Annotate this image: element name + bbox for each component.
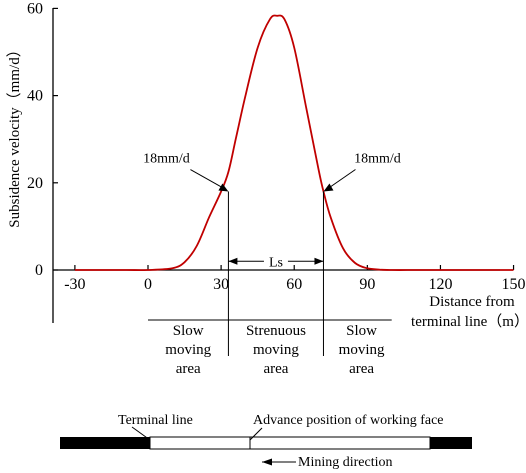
y-tick-label-40: 40 [27, 88, 43, 105]
terminal-line-pointer [131, 426, 151, 441]
y-axis-label: Subsidence velocity（mm/d） [6, 42, 23, 227]
x-tick-label-120: 120 [428, 276, 452, 293]
ls-label-background [263, 252, 288, 269]
coal-right-block [430, 437, 472, 449]
zone-0-label-line-2: area [176, 361, 201, 377]
zones: Slow moving area Strenuous moving area Slow mov… [148, 319, 392, 377]
x-axis-label-line-2: terminal line（m） [411, 313, 526, 330]
subsidence-velocity-curve [74, 14, 514, 272]
zone-1-label-line-2: area [263, 361, 288, 377]
mining-direction-label: Mining direction [298, 455, 393, 470]
goaf-region [149, 436, 251, 450]
x-tick-label--30: -30 [64, 276, 85, 293]
zone-0-label-line-1: moving [165, 342, 211, 358]
x-tick-label-90: 90 [359, 276, 375, 293]
working-region [249, 436, 431, 450]
zone-1-label-line-0: Strenuous [246, 323, 306, 339]
zone-2-label-line-0: Slow [346, 323, 377, 339]
advance-position-pointer [249, 427, 263, 441]
zone-2-label-line-2: area [349, 361, 374, 377]
zone-1-label-line-1: moving [253, 342, 299, 358]
y-tick-label-60: 60 [27, 0, 43, 17]
x-tick-label-150: 150 [502, 276, 526, 293]
left-threshold-label: 18mm/d [143, 152, 190, 167]
x-tick-label-0: 0 [144, 276, 152, 293]
left-threshold-arrowhead [218, 183, 229, 192]
y-tick-label-20: 20 [27, 175, 43, 192]
y-ticks: 0 20 40 60 [27, 0, 58, 279]
ls-span-arrowhead-right [314, 257, 324, 265]
terminal-line-label: Terminal line [118, 413, 193, 428]
right-threshold-arrowhead [323, 183, 334, 192]
coal-left-block [60, 437, 150, 449]
mining-diagram: Terminal line Advance position of workin… [60, 413, 472, 470]
ls-span-label: Ls [269, 255, 283, 270]
ls-span-arrowhead-left [228, 257, 238, 265]
mining-direction-arrowhead [262, 458, 272, 466]
x-axis-label-line-1: Distance from [429, 294, 515, 310]
left-threshold-arrow [190, 169, 223, 188]
x-tick-label-60: 60 [286, 276, 302, 293]
advance-position-label: Advance position of working face [253, 413, 444, 428]
x-ticks: -30 0 30 60 90 120 150 [64, 265, 526, 293]
zone-2-label-line-1: moving [339, 342, 385, 358]
right-threshold-arrow [329, 169, 356, 188]
y-tick-label-0: 0 [35, 262, 43, 279]
zone-0-label-line-0: Slow [173, 323, 204, 339]
x-tick-label-30: 30 [213, 276, 229, 293]
right-threshold-label: 18mm/d [354, 152, 401, 167]
